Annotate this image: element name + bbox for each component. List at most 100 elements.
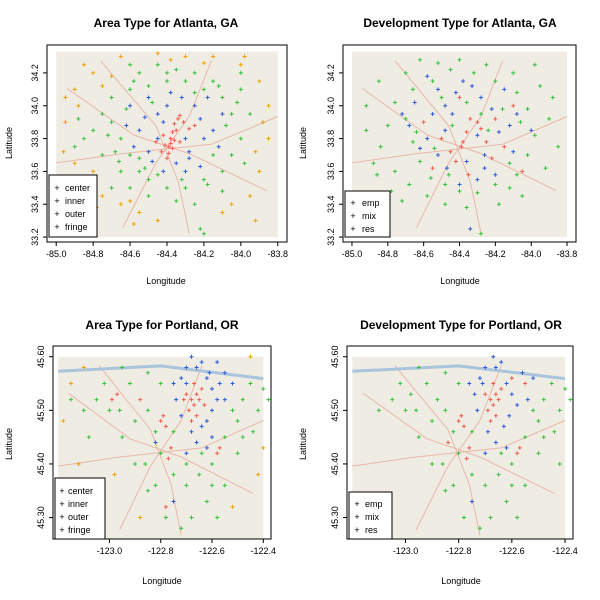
point-fringe <box>63 120 68 125</box>
data-points <box>61 354 271 531</box>
x-axis-label: Longitude <box>441 576 481 586</box>
point-outer <box>201 231 206 236</box>
point-center <box>202 402 207 407</box>
point-outer <box>238 70 243 75</box>
point-inner <box>146 149 151 154</box>
point-inner <box>204 376 209 381</box>
point-res <box>410 87 415 92</box>
point-res <box>364 103 369 108</box>
point-center <box>109 397 114 402</box>
point-outer <box>192 90 197 95</box>
point-inner <box>192 103 197 108</box>
point-mix <box>482 152 487 157</box>
point-res <box>416 365 421 370</box>
point-outer <box>91 128 96 133</box>
x-tick-label: -122.8 <box>148 546 174 556</box>
point-res <box>543 166 548 171</box>
point-res <box>443 202 448 207</box>
point-outer <box>145 370 150 375</box>
point-inner <box>207 370 212 375</box>
y-tick-label: 34.0 <box>30 97 40 115</box>
point-res <box>479 111 484 116</box>
point-outer <box>131 79 136 84</box>
y-tick-label: 33.8 <box>326 130 336 148</box>
legend-label: fringe <box>65 222 88 232</box>
point-mix <box>509 392 514 397</box>
point-mix <box>483 365 488 370</box>
point-inner <box>161 169 166 174</box>
point-emp <box>459 144 464 149</box>
point-outer <box>248 111 253 116</box>
legend-label: outer <box>68 512 89 522</box>
point-res <box>523 435 528 440</box>
point-outer <box>120 365 125 370</box>
point-inner <box>146 95 151 100</box>
point-inner <box>165 103 169 108</box>
legend-marker: + <box>59 486 64 496</box>
point-outer <box>150 100 155 105</box>
point-fringe <box>201 61 206 66</box>
legend-entry: + fringe <box>59 525 90 535</box>
x-tick-label: -85.0 <box>342 249 363 259</box>
point-emp <box>493 413 498 418</box>
point-center <box>217 445 222 450</box>
point-res <box>403 116 408 121</box>
point-mix <box>496 130 501 135</box>
point-outer <box>229 152 234 157</box>
map-road <box>362 88 557 192</box>
point-inner <box>222 397 227 402</box>
point-res <box>418 159 423 164</box>
point-fringe <box>230 504 235 509</box>
point-emp <box>489 156 494 161</box>
point-emp <box>523 381 528 386</box>
point-outer <box>146 84 151 89</box>
point-center <box>194 392 199 397</box>
point-outer <box>248 381 253 386</box>
point-fringe <box>155 218 160 223</box>
point-inner <box>215 360 220 365</box>
point-mix <box>507 413 512 418</box>
point-outer <box>163 515 168 520</box>
point-res <box>532 62 537 67</box>
point-fringe <box>91 70 96 75</box>
point-res <box>509 483 514 488</box>
point-fringe <box>118 202 123 207</box>
point-res <box>385 123 390 128</box>
legend-marker: + <box>59 525 64 535</box>
point-fringe <box>68 381 73 386</box>
point-inner <box>187 156 192 161</box>
point-mix <box>468 226 473 231</box>
map-road <box>415 365 502 531</box>
map-road <box>119 365 203 531</box>
legend-label: mix <box>362 211 376 221</box>
point-center <box>194 413 199 418</box>
point-fringe <box>76 103 81 108</box>
map-river <box>352 364 566 381</box>
point-emp <box>446 440 451 445</box>
point-outer <box>266 397 271 402</box>
point-outer <box>128 185 133 190</box>
legend-entry: + emp <box>350 198 379 208</box>
point-emp <box>466 172 471 177</box>
point-outer <box>189 515 194 520</box>
point-fringe <box>137 210 142 215</box>
x-tick-label: -84.8 <box>83 249 104 259</box>
y-axis-label: Latitude <box>298 127 308 159</box>
point-inner <box>142 115 147 120</box>
point-outer <box>179 177 184 182</box>
point-outer <box>235 451 240 456</box>
y-tick-label: 33.8 <box>30 130 40 148</box>
point-res <box>451 429 456 434</box>
point-outer <box>220 169 225 174</box>
point-emp <box>479 126 484 131</box>
point-outer <box>242 161 247 166</box>
y-axis: 45.30 45.40 45.50 45.60 <box>330 345 347 529</box>
point-emp <box>459 413 464 418</box>
chart-title: Development Type for Atlanta, GA <box>363 16 557 30</box>
point-mix <box>502 87 507 92</box>
legend-label: center <box>68 486 93 496</box>
point-res <box>414 408 419 413</box>
point-mix <box>464 159 469 164</box>
point-inner <box>204 445 209 450</box>
point-outer <box>238 136 243 141</box>
